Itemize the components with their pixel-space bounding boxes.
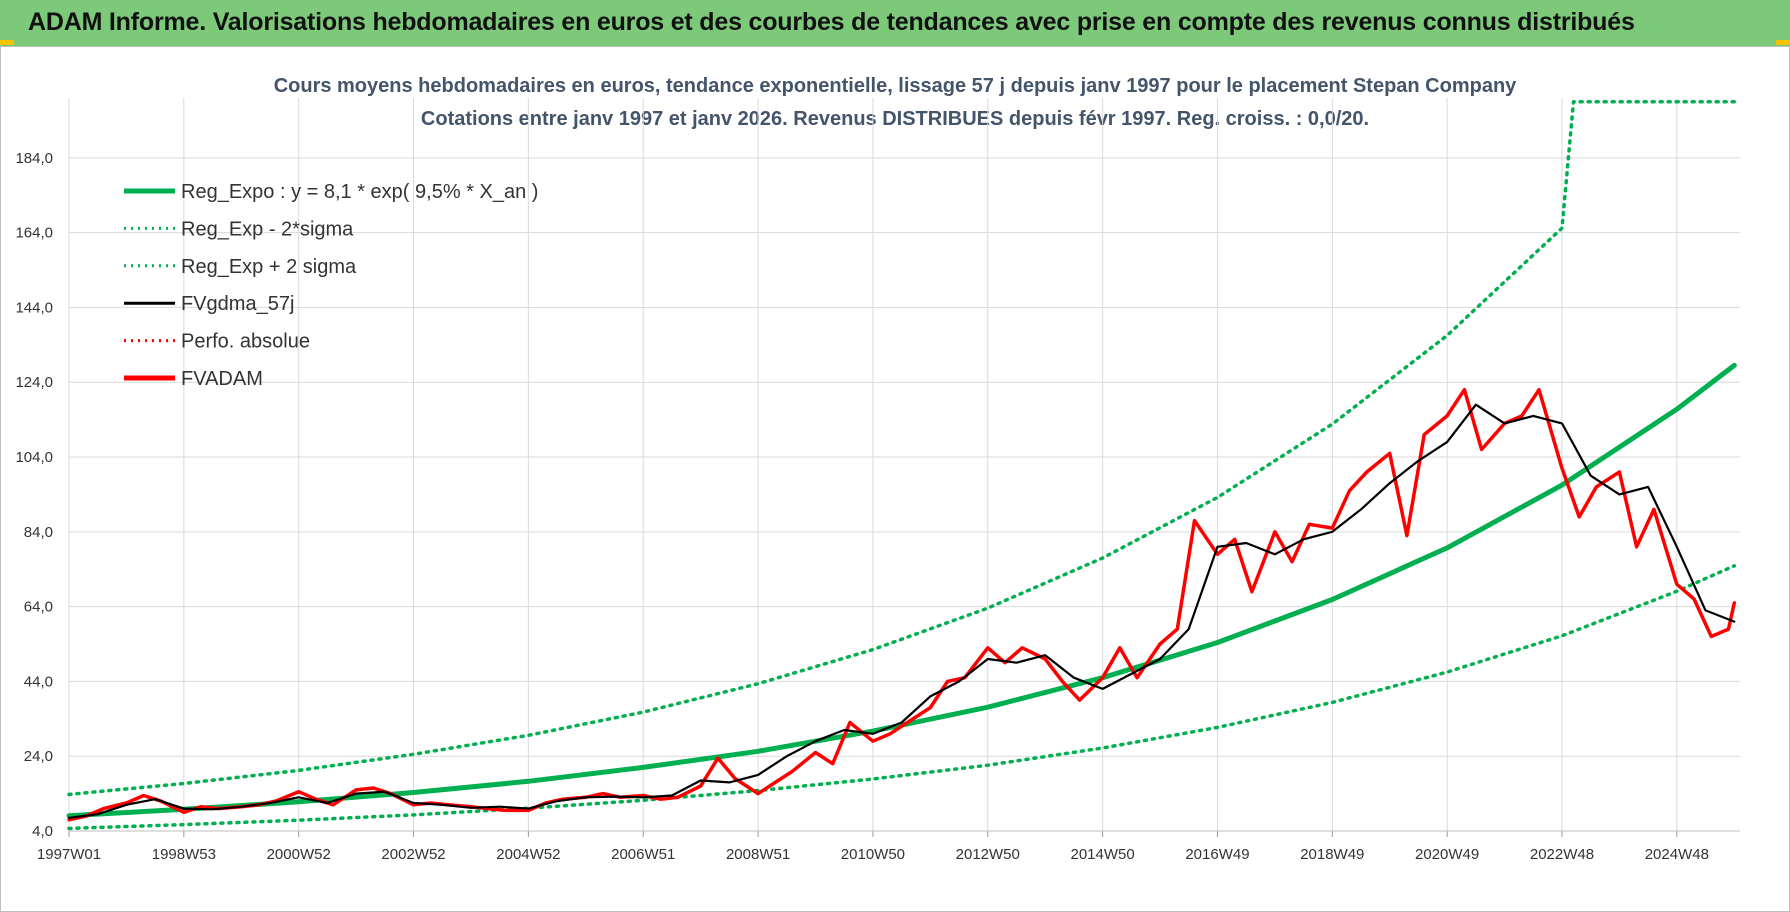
y-tick-label: 184,0 [15,150,53,167]
x-tick-label: 2024W48 [1645,846,1709,863]
x-tick-label: 2004W52 [496,846,560,863]
legend-label: Perfo. absolue [181,331,310,353]
y-tick-label: 144,0 [15,299,53,316]
legend: Reg_Expo : y = 8,1 * exp( 9,5% * X_an ) R… [124,181,538,390]
grid-lines [68,98,1740,831]
x-tick-label: 1997W01 [37,846,101,863]
y-tick-label: 84,0 [24,524,53,541]
y-tick-label: 104,0 [15,449,53,466]
legend-label: Reg_Exp + 2 sigma [181,256,357,278]
legend-label: FVgdma_57j [181,293,294,315]
fvadam-series [67,387,1737,822]
x-tick-label: 2014W50 [1070,846,1134,863]
y-tick-label: 4,0 [32,823,53,840]
y-tick-label: 64,0 [24,599,53,616]
x-tick-label: 1998W53 [152,846,216,863]
y-tick-label: 44,0 [24,673,53,690]
x-tick-label: 2020W49 [1415,846,1479,863]
lower-band-series [67,564,1737,831]
x-tick-label: 2018W49 [1300,846,1364,863]
chart-subtitle: Cotations entre janv 1997 et janv 2026. … [421,108,1369,130]
legend-label: Reg_Exp - 2*sigma [181,218,354,240]
legend-label: Reg_Expo : y = 8,1 * exp( 9,5% * X_an ) [181,181,538,203]
chart-title: Cours moyens hebdomadaires en euros, ten… [274,75,1517,97]
axes: 4,0 24,0 44,0 64,0 84,0 104,0 124,0 144,0 164,0 1… [15,150,1740,863]
trend-line-series [66,362,1737,819]
x-tick-label: 2002W52 [381,846,445,863]
x-tick-label: 2006W51 [611,846,675,863]
series-lines [66,99,1742,831]
corner-mark-left [0,40,14,45]
report-title: ADAM Informe. Valorisations hebdomadaire… [28,8,1635,36]
x-tick-label: 2000W52 [267,846,331,863]
x-tick-label: 2012W50 [956,846,1020,863]
x-tick-label: 2016W49 [1185,846,1249,863]
x-tick-label: 2010W50 [841,846,905,863]
report-banner: ADAM Informe. Valorisations hebdomadaire… [0,0,1790,47]
y-tick-label: 164,0 [15,225,53,242]
y-tick-label: 24,0 [24,748,53,765]
fvgdma-series [67,403,1736,820]
legend-label: FVADAM [181,368,263,390]
corner-mark-right [1776,40,1790,45]
y-tick-label: 124,0 [15,374,53,391]
x-tick-label: 2022W48 [1530,846,1594,863]
x-tick-label: 2008W51 [726,846,790,863]
upper-band-series [67,99,1742,797]
